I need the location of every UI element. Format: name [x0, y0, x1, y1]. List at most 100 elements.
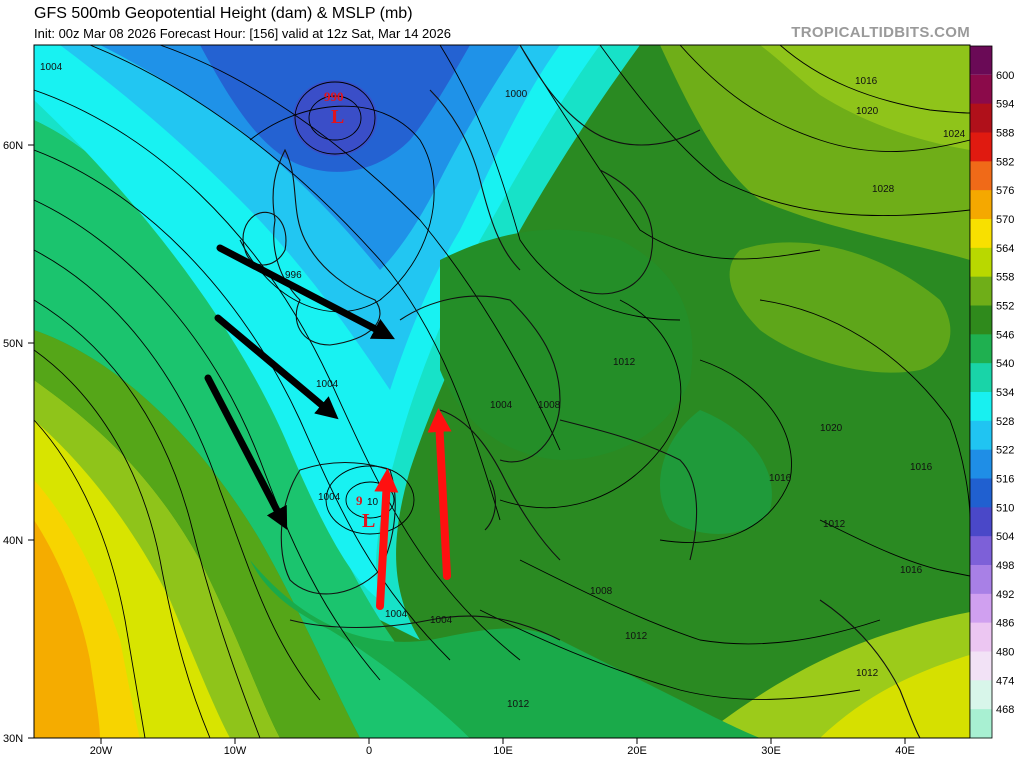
colorbar-label: 588	[996, 128, 1014, 140]
chart-subtitle: Init: 00z Mar 08 2026 Forecast Hour: [15…	[34, 26, 451, 41]
colorbar-label: 492	[996, 589, 1014, 601]
lon-label: 0	[366, 745, 372, 757]
colorbar-swatch	[970, 478, 992, 508]
brand-logo: TROPICALTIDBITS.COM	[791, 24, 970, 41]
colorbar-swatch	[970, 507, 992, 537]
isobar-label: 1008	[538, 400, 561, 411]
colorbar-swatch	[970, 190, 992, 220]
colorbar-swatch	[970, 74, 992, 105]
colorbar-label: 558	[996, 272, 1014, 284]
colorbar-swatch	[970, 565, 992, 595]
isobar-label: 1004	[385, 609, 408, 620]
lon-label: 30E	[761, 745, 781, 757]
isobar-label: 1028	[872, 184, 895, 195]
flow-arrows-black	[204, 244, 395, 530]
colorbar-label: 522	[996, 445, 1014, 457]
chart-title: GFS 500mb Geopotential Height (dam) & MS…	[34, 5, 413, 22]
low-symbol: L	[362, 510, 375, 532]
colorbar-label: 510	[996, 502, 1014, 514]
isobar-label: 1000	[505, 89, 528, 100]
colorbar-swatch	[970, 392, 992, 422]
colorbar-swatch	[970, 593, 992, 624]
colorbar-label: 486	[996, 618, 1014, 630]
isobar-label: 1020	[820, 423, 843, 434]
colorbar-swatch	[970, 305, 992, 335]
colorbar-swatch	[970, 536, 992, 566]
isobar-label: 10	[367, 497, 379, 508]
colorbar-label: 546	[996, 329, 1014, 341]
isobar-labels: 1004 1000 996 1004 1004 1004 1004 1004 1…	[40, 62, 966, 710]
isobar-label: 1004	[490, 400, 513, 411]
isobar-label: 1016	[855, 76, 878, 87]
colorbar-swatch	[970, 622, 992, 652]
isobar-label: 1012	[613, 357, 636, 368]
colorbar-label: 474	[996, 675, 1014, 687]
colorbar-label: 540	[996, 358, 1014, 370]
colorbar-label: 516	[996, 474, 1014, 486]
colorbar-label: 468	[996, 704, 1014, 716]
colorbar-label: 570	[996, 214, 1014, 226]
lon-label: 20E	[627, 745, 647, 757]
isobar-label: 996	[285, 270, 302, 281]
colorbar-swatch	[970, 363, 992, 393]
colorbar-label: 534	[996, 387, 1014, 399]
isobar-label: 1016	[900, 565, 923, 576]
colorbar-swatch	[970, 334, 992, 364]
black-arrow	[214, 314, 339, 420]
colorbar-label: 576	[996, 185, 1014, 197]
lon-label: 20W	[90, 745, 113, 757]
colorbar-swatch	[970, 651, 992, 681]
coastlines	[242, 45, 921, 738]
black-arrow	[204, 374, 288, 530]
low-pressure-value: 9	[356, 493, 363, 508]
colorbar-label: 498	[996, 560, 1014, 572]
colorbar-swatch	[970, 103, 992, 133]
isobar-label: 1012	[856, 668, 879, 679]
lat-label: 40N	[3, 535, 23, 547]
colorbar-swatch	[970, 132, 992, 162]
colorbar-frame	[969, 45, 993, 739]
isobar-label: 1012	[625, 631, 648, 642]
colorbar: 600 594 588 582 576 570 564 558 552 546 540 534 528 5…	[969, 45, 1014, 739]
colorbar-label: 582	[996, 156, 1014, 168]
low-pressure-value: 990	[324, 89, 344, 104]
colorbar-label: 480	[996, 647, 1014, 659]
colorbar-label: 552	[996, 301, 1014, 313]
colorbar-swatch	[970, 161, 992, 191]
flow-arrows-red	[374, 408, 452, 610]
red-arrow	[427, 408, 452, 580]
low-markers: 990 L 9 L	[324, 89, 375, 532]
lon-label: 40E	[895, 745, 915, 757]
colorbar-swatch	[970, 680, 992, 710]
isobar-label: 1016	[769, 473, 792, 484]
isobar-label: 1004	[316, 379, 339, 390]
isobar-label: 1020	[856, 106, 879, 117]
isobar-label: 1004	[40, 62, 63, 73]
colorbar-swatch	[970, 709, 992, 739]
latitude-axis: 60N 50N 40N 30N	[3, 140, 34, 745]
colorbar-label: 528	[996, 416, 1014, 428]
colorbar-label: 600	[996, 70, 1014, 82]
colorbar-swatch	[970, 247, 992, 278]
lat-label: 30N	[3, 733, 23, 745]
isobar-label: 1024	[943, 129, 966, 140]
colorbar-swatch	[970, 449, 992, 479]
isobar-label: 1012	[507, 699, 530, 710]
colorbar-swatch	[970, 420, 992, 451]
lon-label: 10W	[224, 745, 247, 757]
isobar-label: 1004	[430, 615, 453, 626]
isobar-label: 1004	[318, 492, 341, 503]
isobar-label: 1016	[910, 462, 933, 473]
isobar-label: 1012	[823, 519, 846, 530]
red-arrow	[374, 468, 399, 610]
longitude-axis: 20W 10W 0 10E 20E 30E 40E	[90, 738, 915, 757]
colorbar-label: 504	[996, 531, 1014, 543]
low-symbol: L	[331, 106, 344, 128]
colorbar-label: 594	[996, 99, 1014, 111]
colorbar-label: 564	[996, 243, 1014, 255]
lon-label: 10E	[493, 745, 513, 757]
colorbar-swatch	[970, 219, 992, 249]
colorbar-swatch	[970, 46, 992, 75]
colorbar-swatch	[970, 276, 992, 306]
